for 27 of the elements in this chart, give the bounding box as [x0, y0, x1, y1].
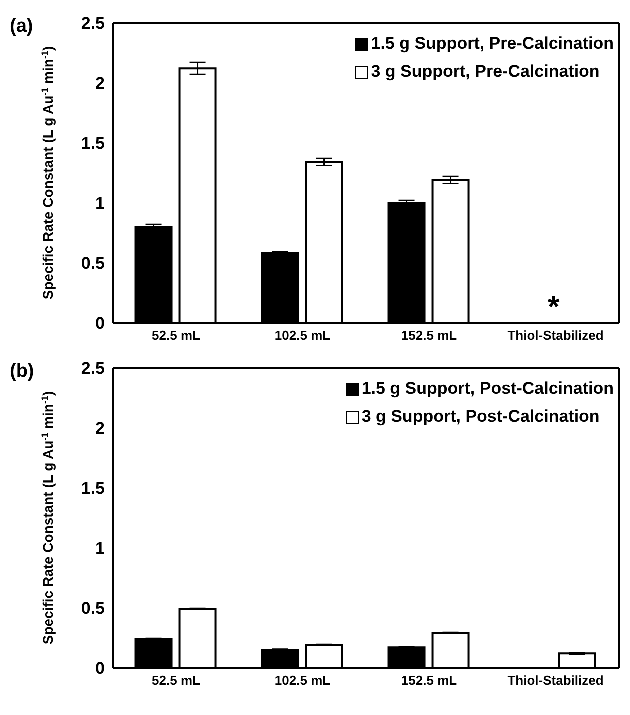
- x-tick-label: 152.5 mL: [401, 328, 458, 344]
- x-tick-label: 102.5 mL: [274, 328, 331, 344]
- legend-label: 1.5 g Support, Pre-Calcination: [371, 34, 614, 54]
- legend-label: 3 g Support, Pre-Calcination: [371, 62, 600, 82]
- chart-title: (a): [10, 16, 34, 38]
- x-tick-label: 152.5 mL: [401, 673, 458, 688]
- y-tick-label: 0: [96, 659, 105, 678]
- x-tick-label: 52.5 mL: [152, 328, 201, 344]
- y-tick-label: 2.5: [81, 359, 105, 378]
- legend-label: 3 g Support, Post-Calcination: [362, 407, 600, 427]
- y-tick-label: 2: [96, 419, 105, 438]
- y-tick-label: 0.5: [81, 254, 105, 274]
- y-tick-label: 1: [96, 194, 105, 214]
- x-tick-label: Thiol-Stabilized: [508, 673, 604, 688]
- x-tick-label: 52.5 mL: [152, 673, 201, 688]
- y-tick-label: 2: [96, 74, 105, 94]
- chart-title: (b): [10, 361, 34, 383]
- x-tick-label: Thiol-Stabilized: [508, 328, 604, 344]
- y-tick-label: 1: [96, 539, 105, 558]
- y-tick-label: 1.5: [81, 134, 105, 154]
- x-tick-label: 102.5 mL: [274, 673, 331, 688]
- y-tick-label: 2.5: [81, 14, 105, 34]
- annotation: *: [548, 291, 560, 325]
- legend-label: 1.5 g Support, Post-Calcination: [362, 379, 614, 399]
- y-tick-label: 0.5: [81, 599, 105, 618]
- y-tick-label: 1.5: [81, 479, 105, 498]
- y-tick-label: 0: [96, 314, 105, 334]
